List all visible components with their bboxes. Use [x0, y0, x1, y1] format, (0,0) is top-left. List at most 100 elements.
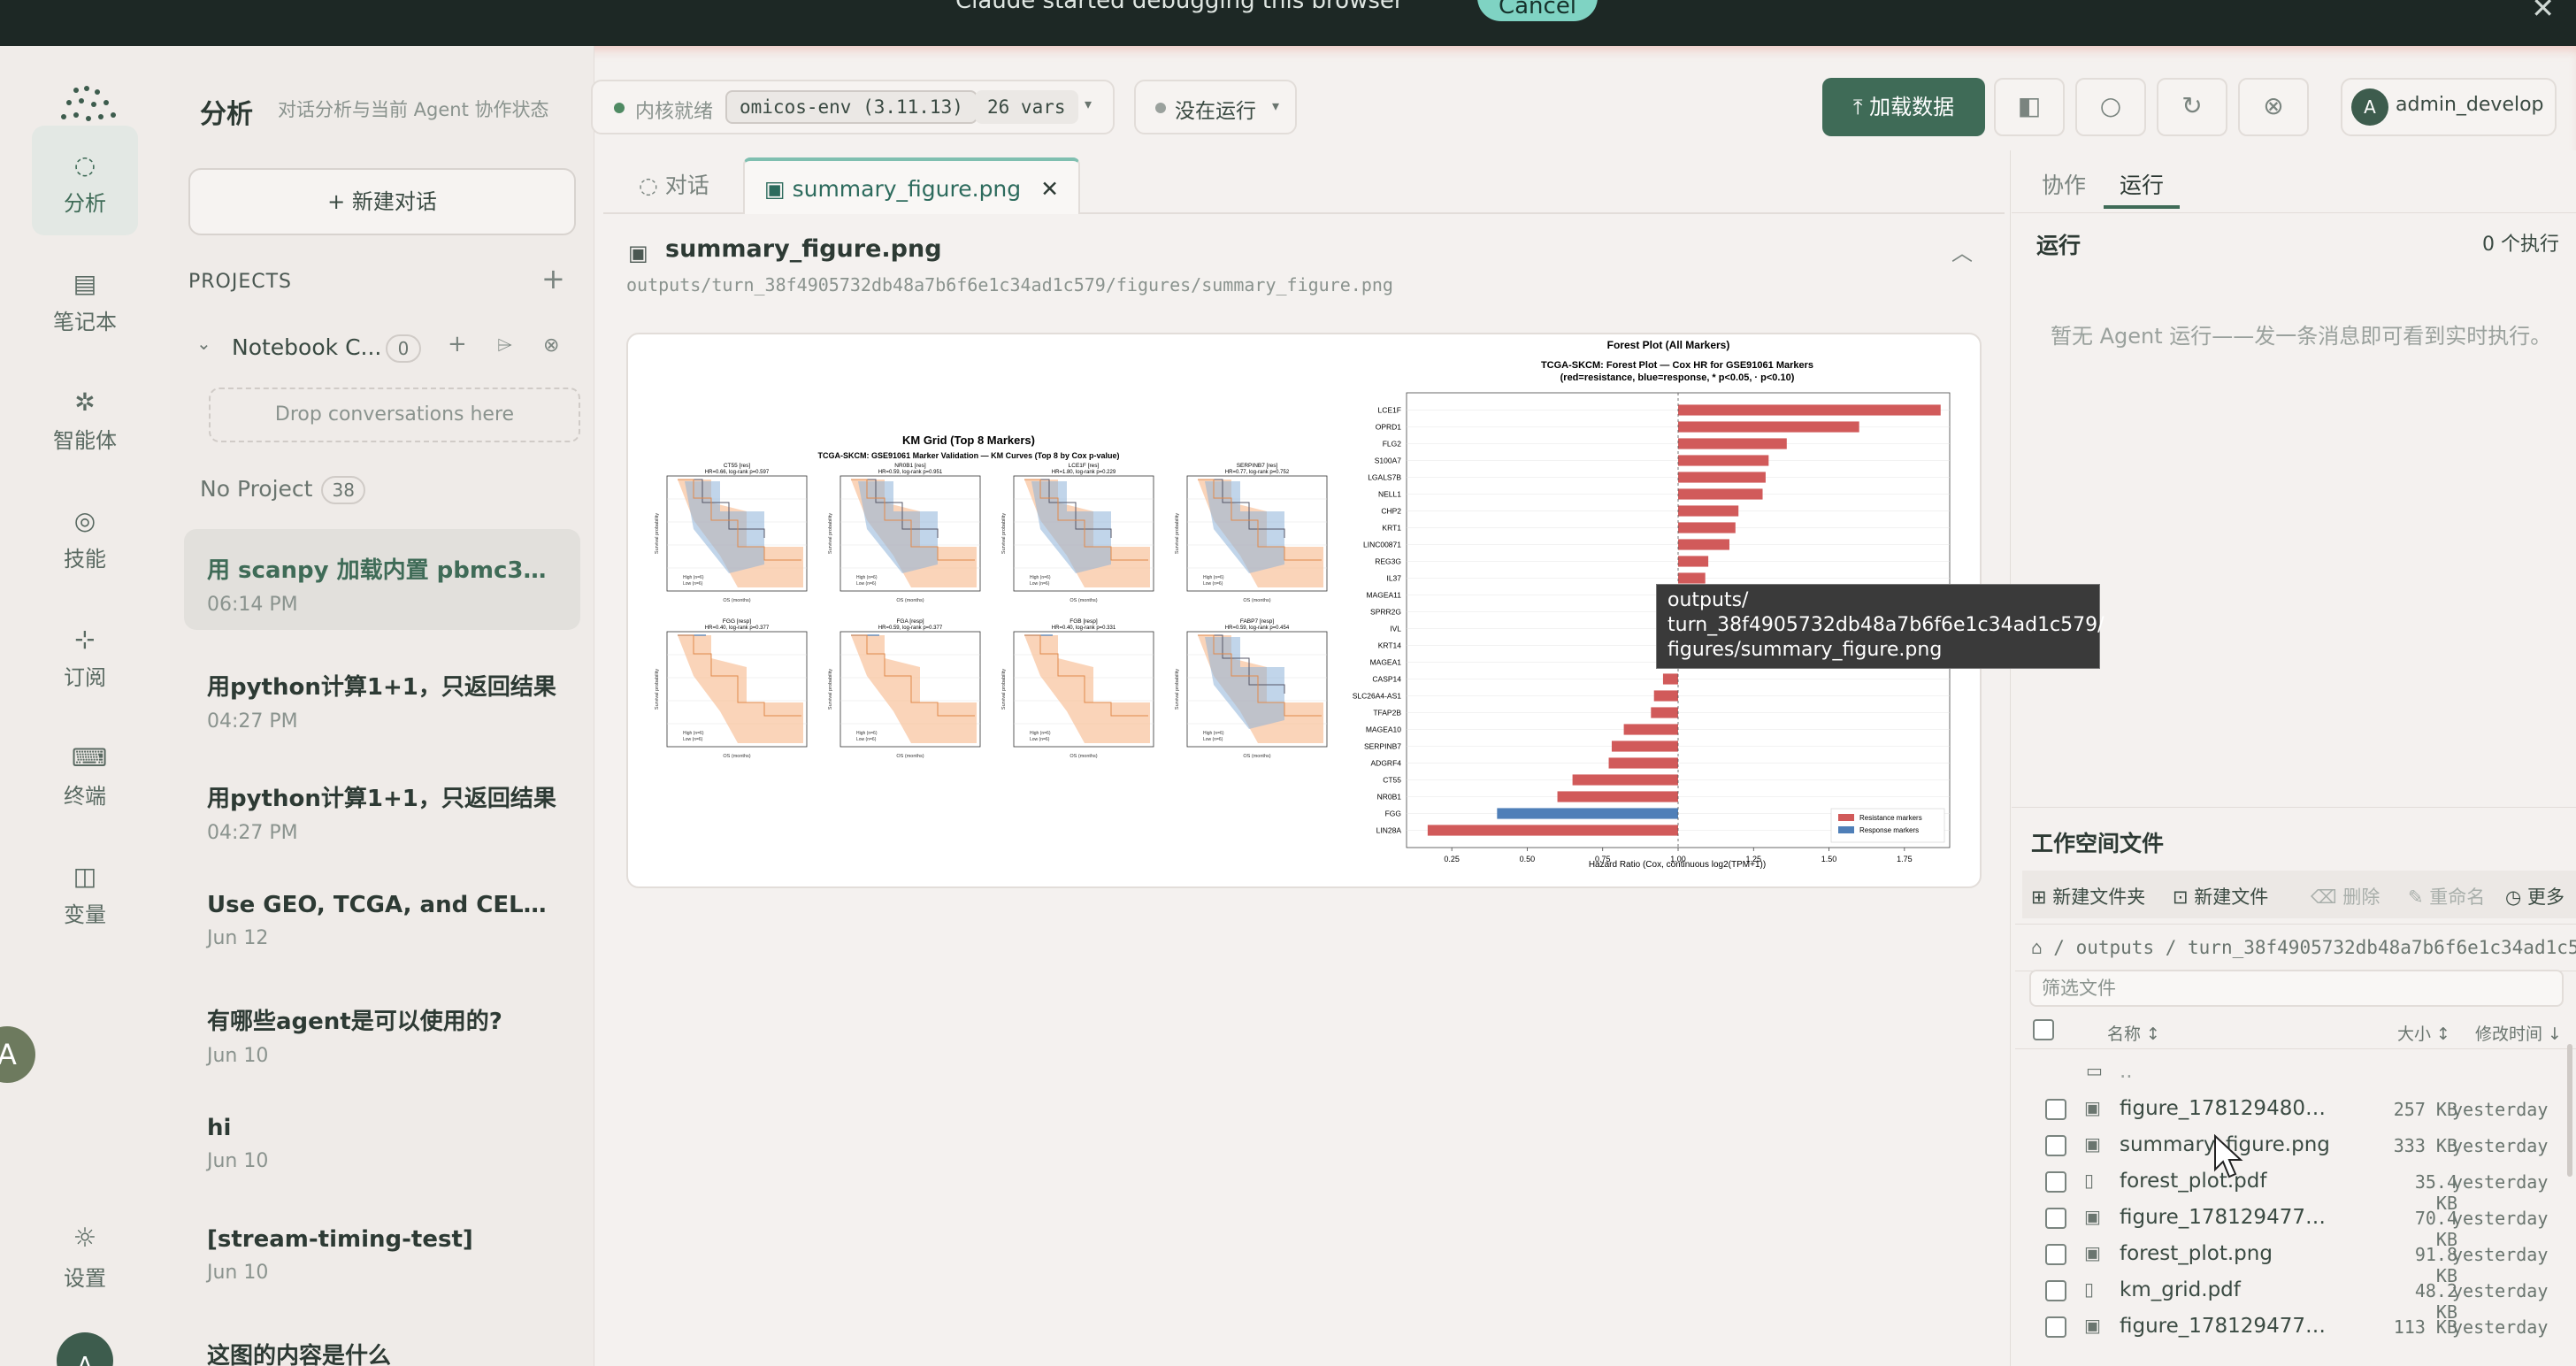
kernel-dropdown-icon[interactable]: ▾ — [1085, 96, 1092, 112]
forest-bar — [1678, 404, 1941, 416]
conversation-item[interactable]: 有哪些agent是可以使用的? Jun 10 — [184, 980, 580, 1081]
file-checkbox[interactable] — [2045, 1171, 2066, 1193]
file-row[interactable]: ▣ figure_1781294777... 113 KB yesterday — [2015, 1309, 2576, 1346]
km-ylabel: Survival probability — [828, 669, 833, 710]
file-row[interactable]: ▯ km_grid.pdf 48.2 KB yesterday — [2015, 1273, 2576, 1323]
project-notebook[interactable]: ⌄ Notebook C... 0 + ⌲ ⊗ — [196, 331, 586, 370]
forest-xtick-label: 1.25 — [1746, 855, 1762, 863]
forest-category-label: MAGEA11 — [1366, 591, 1401, 600]
file-row[interactable]: ▯ forest_plot.pdf 35.4 KB yesterday — [2015, 1164, 2576, 1214]
delete-button[interactable]: ⌫ 删除 — [2311, 886, 2380, 908]
col-size[interactable]: 大小 ↕ — [2397, 1024, 2450, 1044]
select-all-checkbox[interactable] — [2033, 1019, 2054, 1040]
km-curve-high — [1024, 479, 1112, 538]
skill-icon: ◎ — [73, 506, 96, 535]
col-time[interactable]: 修改时间 ↓ — [2475, 1024, 2562, 1044]
more-button[interactable]: ◷ 更多 — [2505, 886, 2564, 908]
load-data-button[interactable]: ⤒ 加载数据 — [1822, 78, 1985, 136]
add-project-icon[interactable]: + — [541, 262, 565, 295]
conversation-item[interactable]: Use GEO, TCGA, and CELLxG... Jun 12 — [184, 869, 580, 970]
run-dropdown-icon[interactable]: ▾ — [1272, 97, 1280, 114]
rail-item-3[interactable]: ◎ 技能 — [32, 481, 138, 591]
cancel-debug-button[interactable]: Cancel — [1477, 0, 1598, 21]
forest-category-label: KRT14 — [1378, 641, 1402, 650]
rename-button[interactable]: ✎ 重命名 — [2408, 886, 2486, 908]
new-folder-button[interactable]: ⊞ 新建文件夹 — [2031, 886, 2146, 908]
add-conversation-icon[interactable]: + — [448, 331, 467, 357]
file-toolbar: ⊞ 新建文件夹 ⊡ 新建文件 ⌫ 删除 ✎ 重命名 ◷ 更多 — [2022, 871, 2576, 918]
tab-run[interactable]: 运行 — [2120, 173, 2165, 198]
remove-project-icon[interactable]: ⊗ — [543, 334, 560, 357]
tab-collaborate[interactable]: 协作 — [2042, 173, 2087, 198]
conversation-date: 04:27 PM — [207, 822, 298, 844]
rail-item-5[interactable]: ⌨ 终端 — [32, 718, 138, 828]
tooltip-line: figures/summary_figure.png — [1668, 639, 1943, 661]
tab-chat[interactable]: ◌ 对话 — [639, 157, 709, 214]
conversation-title: Use GEO, TCGA, and CELLxG... — [207, 892, 557, 918]
file-checkbox[interactable] — [2045, 1316, 2066, 1338]
settings-nav[interactable]: ☼ 设置 — [32, 1223, 138, 1292]
divider — [2012, 807, 2576, 808]
kernel-status[interactable]: 内核就绪 omicos-env (3.11.13) 26 vars ▾ — [591, 80, 1115, 134]
rail-item-2[interactable]: ✲ 智能体 — [32, 363, 138, 472]
drop-zone[interactable]: Drop conversations here — [209, 388, 580, 442]
toggle-panel-button[interactable]: ◧ — [1994, 78, 2065, 136]
km-legend-high: High (n=6) — [683, 575, 704, 580]
parent-folder-row[interactable]: ▭ .. — [2015, 1055, 2576, 1091]
forest-bar — [1608, 757, 1678, 769]
image-file-icon: ▣ — [2084, 1206, 2101, 1227]
stop-button[interactable]: ⊗ — [2238, 78, 2309, 136]
file-row[interactable]: ▣ figure_1781294804... 257 KB yesterday — [2015, 1092, 2576, 1128]
close-banner-icon[interactable]: ✕ — [2531, 0, 2555, 25]
home-icon[interactable]: ⌂ — [2031, 937, 2054, 958]
close-tab-icon[interactable]: ✕ — [1040, 176, 1060, 202]
rail-item-6[interactable]: ◫ 变量 — [32, 837, 138, 947]
forest-xtick-label: 0.50 — [1520, 855, 1536, 863]
user-avatar-rail[interactable]: A — [57, 1332, 113, 1366]
run-status[interactable]: 没在运行 ▾ — [1134, 80, 1297, 134]
status-button[interactable]: ○ — [2075, 78, 2146, 136]
forest-xtick-label: 0.25 — [1444, 855, 1460, 863]
conversation-item[interactable]: 用 scanpy 加载内置 pbmc3k 数... 06:14 PM — [184, 529, 580, 630]
file-checkbox[interactable] — [2045, 1280, 2066, 1301]
km-xlabel: OS (months) — [1243, 598, 1270, 603]
no-project-group[interactable]: No Project 38 — [200, 476, 365, 504]
conversation-item[interactable]: 这图的内容是什么 — [184, 1315, 580, 1366]
conversation-item[interactable]: 用python计算1+1，只返回结果 04:27 PM — [184, 757, 580, 858]
tag-icon[interactable]: ⌲ — [497, 334, 513, 357]
rail-item-4[interactable]: ⊹ 订阅 — [32, 600, 138, 710]
subscription-icon: ⊹ — [74, 625, 96, 654]
chevron-down-icon[interactable]: ⌄ — [196, 333, 211, 354]
conversation-item[interactable]: 用python计算1+1，只返回结果 04:27 PM — [184, 646, 580, 747]
new-chat-button[interactable]: + 新建对话 — [188, 168, 576, 235]
terminal-icon: ⌨ — [72, 743, 108, 772]
scrollbar[interactable] — [2567, 1044, 2572, 1177]
file-checkbox[interactable] — [2045, 1135, 2066, 1156]
filter-input[interactable]: 筛选文件 — [2029, 970, 2564, 1007]
rail-item-0[interactable]: ◌ 分析 — [32, 126, 138, 235]
rail-item-1[interactable]: ▤ 笔记本 — [32, 244, 138, 354]
file-checkbox[interactable] — [2045, 1208, 2066, 1229]
file-name: figure_1781294777... — [2120, 1315, 2332, 1338]
user-menu[interactable]: A admin_develop — [2341, 78, 2557, 136]
file-row[interactable]: ▣ forest_plot.png 91.8 KB yesterday — [2015, 1237, 2576, 1286]
file-size: 113 KB — [2393, 1316, 2457, 1338]
file-checkbox[interactable] — [2045, 1099, 2066, 1120]
file-row[interactable]: ▣ figure_1781294778... 70.4 KB yesterday — [2015, 1201, 2576, 1250]
conversation-item[interactable]: [stream-timing-test] Jun 10 — [184, 1203, 580, 1304]
forest-legend-resp: Response markers — [1859, 826, 1919, 834]
collapse-icon[interactable]: ︿ — [1951, 241, 1973, 265]
debug-banner: Claude started debugging this browser Ca… — [0, 0, 2576, 46]
kernel-env-badge: omicos-env (3.11.13) — [725, 90, 978, 124]
col-name[interactable]: 名称 ↕ — [2107, 1024, 2160, 1044]
breadcrumb-path[interactable]: / outputs / turn_38f4905732db48a7b6f6e1c… — [2053, 937, 2576, 958]
tab-summary-figure[interactable]: ▣ summary_figure.png ✕ — [743, 157, 1081, 214]
km-curve-low — [1198, 479, 1322, 561]
forest-category-label: NELL1 — [1378, 490, 1401, 499]
refresh-button[interactable]: ↻ — [2157, 78, 2227, 136]
file-checkbox[interactable] — [2045, 1244, 2066, 1265]
rail-item-label: 订阅 — [64, 665, 106, 690]
conversation-item[interactable]: hi Jun 10 — [184, 1092, 580, 1193]
new-file-button[interactable]: ⊡ 新建文件 — [2173, 886, 2269, 908]
